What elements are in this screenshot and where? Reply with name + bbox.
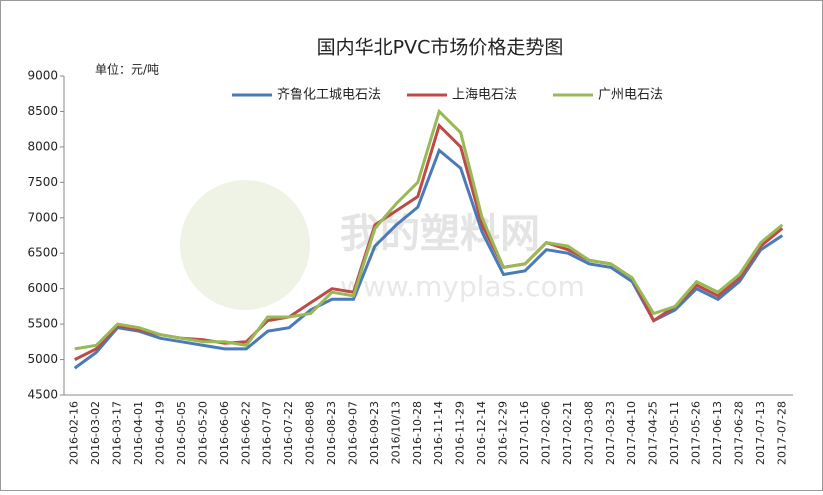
x-tick-label: 2016/10/13 (389, 401, 402, 464)
x-tick-label: 2016-03-02 (89, 401, 102, 465)
x-tick-label: 2016-02-16 (68, 401, 81, 465)
y-tick-label: 7500 (27, 175, 58, 189)
x-tick-label: 2016-09-23 (368, 401, 381, 465)
x-tick-label: 2017-03-08 (582, 401, 595, 465)
y-tick-label: 8500 (27, 104, 58, 118)
watermark-logo (180, 180, 310, 310)
y-tick-label: 6500 (27, 246, 58, 260)
x-tick-label: 2016-08-08 (304, 401, 317, 465)
legend-label: 齐鲁化工城电石法 (277, 87, 381, 103)
y-tick-label: 6000 (27, 281, 58, 295)
y-tick-label: 7000 (27, 210, 58, 224)
x-tick-label: 2016-12-29 (497, 401, 510, 465)
y-tick-label: 4500 (27, 388, 58, 402)
y-tick-label: 5000 (27, 352, 58, 366)
x-tick-label: 2017-01-16 (518, 401, 531, 465)
y-tick-label: 8000 (27, 139, 58, 153)
watermark: 我的塑料网 (340, 211, 540, 257)
x-tick-label: 2016-05-20 (196, 401, 209, 465)
x-tick-label: 2017-04-25 (647, 401, 660, 465)
x-tick-label: 2016-11-29 (454, 401, 467, 465)
x-tick-label: 2016-06-22 (239, 401, 252, 465)
x-tick-label: 2017-03-23 (604, 401, 617, 465)
y-tick-label: 5500 (27, 317, 58, 331)
x-tick-label: 2017-05-26 (690, 401, 703, 465)
watermark-url: www.myplas.com (340, 270, 585, 303)
x-tick-label: 2016-12-14 (475, 401, 488, 465)
x-tick-label: 2017-05-11 (668, 401, 681, 465)
x-tick-label: 2016-06-06 (218, 401, 231, 465)
legend-label: 上海电石法 (452, 88, 517, 103)
chart-title: 国内华北PVC市场价格走势图 (317, 37, 564, 59)
x-tick-label: 2016-11-14 (432, 401, 445, 465)
x-tick-label: 2016-03-17 (111, 401, 124, 465)
x-tick-label: 2017-06-28 (732, 401, 745, 465)
x-tick-label: 2016-07-07 (261, 401, 274, 465)
x-tick-label: 2017-02-06 (539, 401, 552, 465)
x-tick-label: 2016-10-28 (411, 401, 424, 465)
x-tick-label: 2017-02-21 (561, 401, 574, 465)
x-tick-label: 2017-04-10 (625, 401, 638, 465)
series-line (74, 108, 784, 351)
x-tick-label: 2016-08-23 (325, 401, 338, 465)
legend-label: 广州电石法 (598, 88, 663, 103)
x-tick-label: 2017-07-28 (775, 401, 788, 465)
x-tick-label: 2017-06-13 (711, 401, 724, 465)
y-tick-label: 9000 (27, 69, 58, 83)
x-tick-label: 2016-09-07 (346, 401, 359, 465)
x-tick-label: 2016-04-19 (153, 401, 166, 465)
unit-note: 单位：元/吨 (95, 62, 159, 77)
x-tick-label: 2016-07-22 (282, 401, 295, 465)
x-tick-label: 2016-05-05 (175, 401, 188, 465)
x-tick-label: 2017-07-13 (754, 401, 767, 465)
x-tick-label: 2016-04-01 (132, 401, 145, 465)
